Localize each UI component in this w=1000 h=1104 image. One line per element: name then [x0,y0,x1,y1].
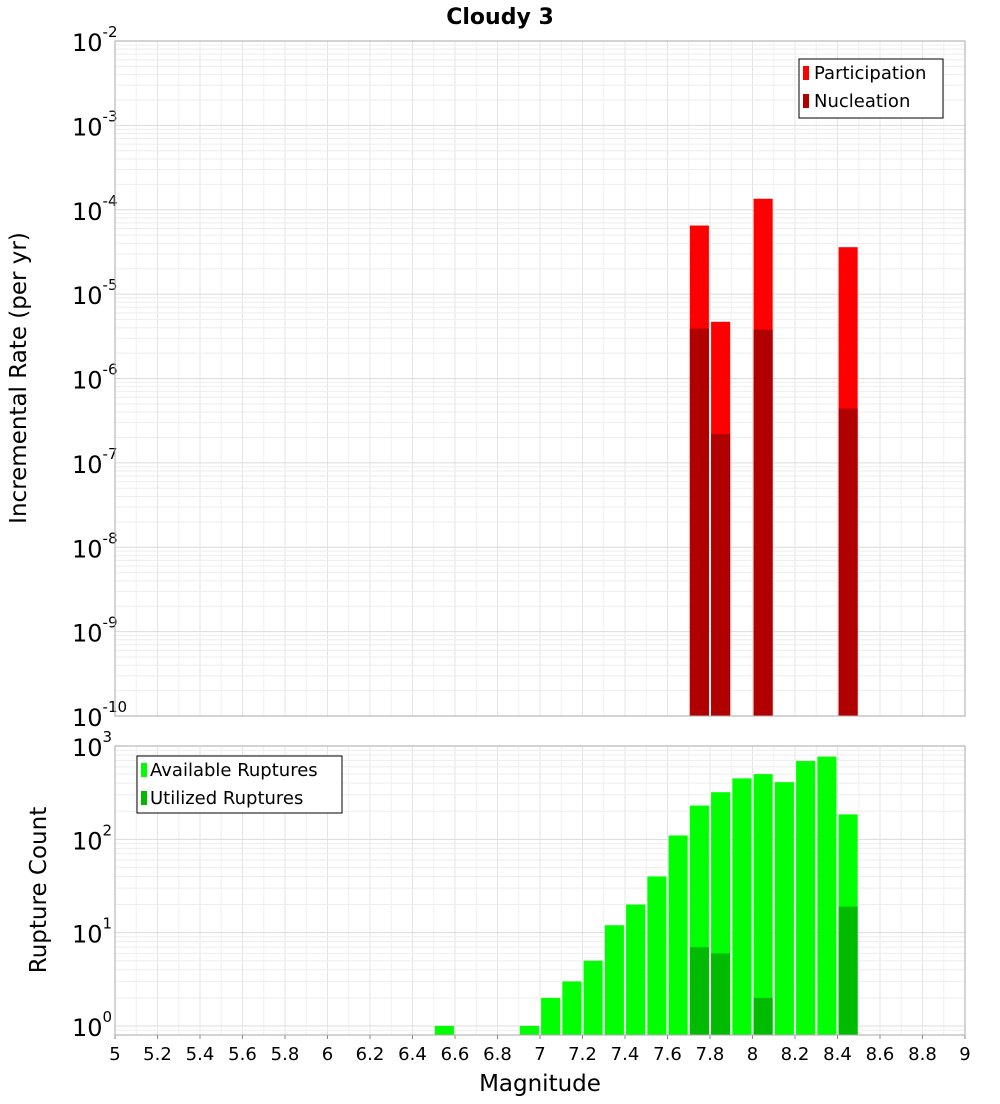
bottom-y-axis-label: Rupture Count [26,807,52,973]
chart-title: Cloudy 3 [446,5,554,30]
bar-available-ruptures [434,1025,454,1035]
x-tick-label: 8.2 [781,1044,810,1065]
top-legend: Participation Nucleation [798,58,944,119]
y-tick-label: 10-9 [72,614,118,648]
x-tick-label: 6.4 [398,1044,427,1065]
bar-available-ruptures [753,774,773,1035]
x-tick-label: 6.2 [356,1044,385,1065]
x-tick-label: 6 [322,1044,333,1065]
x-tick-label: 5.4 [186,1044,215,1065]
x-tick-label: 8 [747,1044,758,1065]
x-tick-label: 5.6 [228,1044,257,1065]
x-tick-label: 5 [109,1044,120,1065]
x-tick-label: 7.2 [568,1044,597,1065]
bar-utilized-ruptures [753,997,773,1035]
y-tick-exponent: 3 [103,728,113,746]
bottom-plot-frame [114,745,966,1036]
legend-label-participation: Participation [814,63,926,84]
x-tick-label: 8.4 [823,1044,852,1065]
x-tick-label: 5.8 [271,1044,300,1065]
y-tick-exponent: -5 [103,276,118,294]
y-tick-exponent: -8 [103,529,118,547]
bottom-bars [434,756,858,1035]
x-tick-label: 8.8 [908,1044,937,1065]
x-tick-label: 8.6 [866,1044,895,1065]
legend-label-utilized: Utilized Ruptures [150,788,303,809]
y-tick-exponent: 2 [103,821,113,839]
bar-available-ruptures [604,925,624,1035]
top-plot-frame [114,40,966,717]
bottom-legend: Available Ruptures Utilized Ruptures [136,755,343,814]
bar-available-ruptures [817,756,837,1035]
y-tick-exponent: -4 [103,192,118,210]
x-tick-label: 9 [959,1044,970,1065]
bar-nucleation [711,433,731,716]
legend-swatch-nucleation [803,94,809,108]
y-tick-exponent: -3 [103,107,118,125]
x-axis-label: Magnitude [479,1071,601,1097]
x-tick-label: 5.2 [143,1044,172,1065]
y-tick-label: 102 [72,821,112,855]
bar-available-ruptures [583,960,603,1035]
top-bars [689,198,858,717]
bar-available-ruptures [562,981,582,1035]
bar-available-ruptures [668,835,688,1035]
bar-utilized-ruptures [711,953,731,1035]
bar-available-ruptures [796,761,816,1035]
x-tick-label: 7.8 [696,1044,725,1065]
legend-label-available: Available Ruptures [150,760,318,781]
bar-nucleation [689,328,709,716]
y-tick-label: 10-10 [72,698,127,732]
x-tick-label: 7 [534,1044,545,1065]
y-tick-label: 101 [72,915,112,949]
bar-available-ruptures [626,904,646,1035]
y-tick-exponent: 0 [103,1008,113,1026]
y-tick-label: 10-4 [72,192,118,226]
x-tick-label: 7.6 [653,1044,682,1065]
y-tick-label: 100 [72,1008,112,1042]
x-tick-label: 6.8 [483,1044,512,1065]
legend-swatch-utilized [141,791,147,805]
bar-available-ruptures [647,876,667,1035]
y-tick-exponent: 1 [103,915,113,933]
bar-nucleation [838,408,858,716]
legend-swatch-participation [803,66,809,80]
legend-label-nucleation: Nucleation [814,91,910,112]
y-tick-exponent: -7 [103,445,118,463]
bar-available-ruptures [519,1025,539,1035]
top-y-axis-label: Incremental Rate (per yr) [6,232,32,524]
top-y-ticks: 10-10 10-9 10-8 10-7 10-6 10-5 10-4 10-3 10-2 [72,23,127,732]
bar-nucleation [753,329,773,716]
bar-available-ruptures [541,997,561,1035]
y-tick-label: 10-7 [72,445,118,479]
top-grid [114,40,966,717]
y-tick-label: 10-8 [72,529,118,563]
bar-utilized-ruptures [838,906,858,1035]
y-tick-label: 10-3 [72,107,118,141]
bar-utilized-ruptures [689,947,709,1035]
y-tick-label: 10-2 [72,23,118,57]
y-tick-exponent: -6 [103,361,118,379]
y-tick-label: 103 [72,728,112,762]
y-tick-exponent: -9 [103,614,118,632]
bar-available-ruptures [732,778,752,1035]
y-tick-label: 10-5 [72,276,118,310]
y-tick-exponent: -2 [103,23,118,41]
x-tick-label: 6.6 [441,1044,470,1065]
y-tick-label: 10-6 [72,361,118,395]
x-tick-label: 7.4 [611,1044,640,1065]
bar-available-ruptures [774,782,794,1035]
bottom-x-ticks: 5 5.2 5.4 5.6 5.8 6 6.2 6.4 6.6 6.8 7 7.2 7.4 7.6 7.8 8… [109,1035,971,1065]
legend-swatch-available [141,763,147,777]
